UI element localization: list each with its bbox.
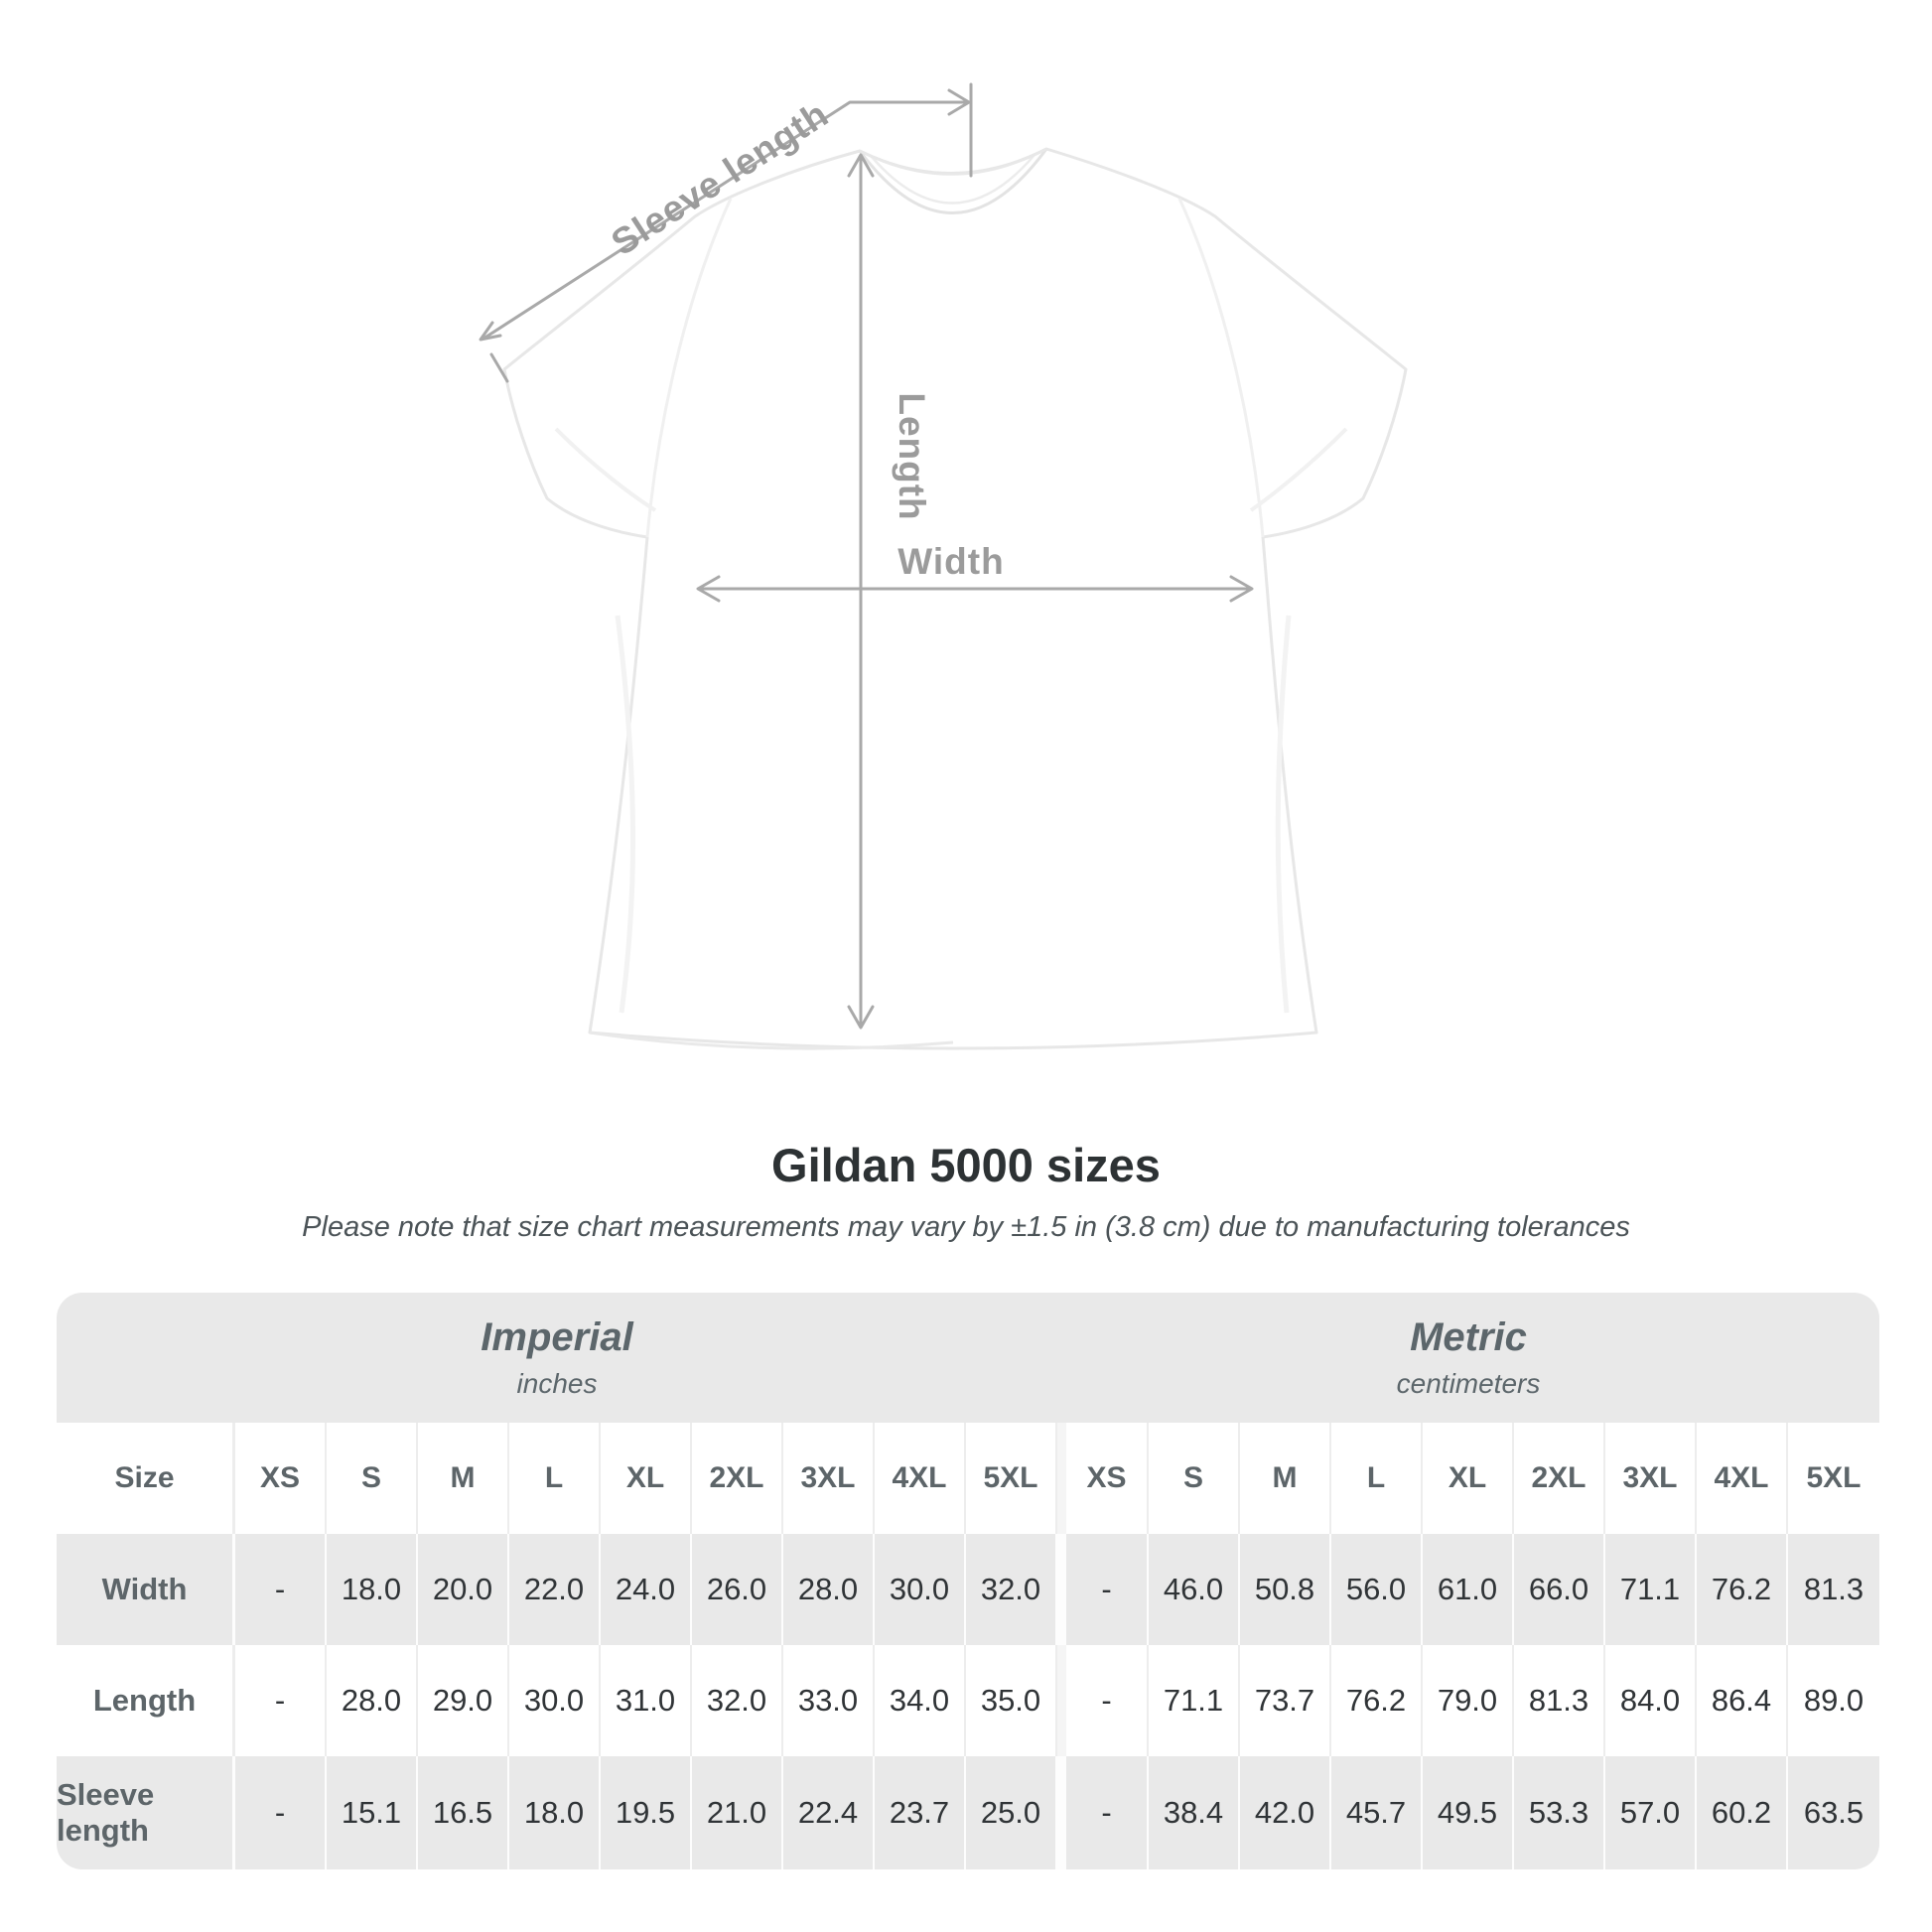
size-col-header: XS	[235, 1423, 327, 1534]
width-label: Width	[897, 541, 1004, 582]
imperial-section-header: Imperial inches	[57, 1315, 1057, 1400]
size-col-header: M	[1240, 1423, 1331, 1534]
dimension-arrows	[479, 82, 1254, 1030]
size-col-header: L	[1331, 1423, 1423, 1534]
table-cell: 38.4	[1149, 1756, 1240, 1869]
size-header-label: Size	[57, 1423, 235, 1534]
table-cell: 45.7	[1331, 1756, 1423, 1869]
table-cell: 71.1	[1605, 1534, 1697, 1645]
size-col-header: S	[327, 1423, 418, 1534]
table-cell: 53.3	[1514, 1756, 1605, 1869]
length-arrow	[847, 153, 875, 1030]
table-cell: 71.1	[1149, 1645, 1240, 1756]
table-cell: 21.0	[692, 1756, 783, 1869]
length-row: Length - 28.0 29.0 30.0 31.0 32.0 33.0 3…	[57, 1645, 1879, 1756]
table-cell: 81.3	[1514, 1645, 1605, 1756]
tshirt-shape	[502, 147, 1408, 1050]
metric-section-title: Metric	[1410, 1315, 1527, 1359]
table-cell: -	[1057, 1534, 1149, 1645]
metric-section-header: Metric centimeters	[1057, 1315, 1879, 1400]
size-col-header: L	[509, 1423, 601, 1534]
table-cell: 20.0	[418, 1534, 509, 1645]
table-cell: 57.0	[1605, 1756, 1697, 1869]
table-cell: 50.8	[1240, 1534, 1331, 1645]
size-col-header: XS	[1057, 1423, 1149, 1534]
table-cell: 84.0	[1605, 1645, 1697, 1756]
row-label-width: Width	[57, 1534, 235, 1645]
table-cell: 63.5	[1803, 1795, 1864, 1830]
tshirt-measurement-diagram: Sleeve length Length Width	[479, 82, 1408, 1050]
table-cell: 29.0	[418, 1645, 509, 1756]
table-cell: -	[1057, 1645, 1149, 1756]
table-cell: 16.5	[418, 1756, 509, 1869]
imperial-section-unit: inches	[516, 1368, 598, 1399]
table-cell: 24.0	[601, 1534, 692, 1645]
size-col-header: 3XL	[1605, 1423, 1697, 1534]
table-cell: -	[235, 1534, 327, 1645]
table-cell: 89.0	[1803, 1683, 1864, 1718]
size-col-header: 4XL	[1697, 1423, 1788, 1534]
table-cell: 32.0	[692, 1645, 783, 1756]
tshirt-svg: Sleeve length Length Width	[479, 82, 1408, 1050]
size-chart-table: Imperial inches Metric centimeters Size …	[57, 1293, 1879, 1869]
table-cell: 30.0	[875, 1534, 966, 1645]
table-cell: 31.0	[601, 1645, 692, 1756]
row-label-sleeve-length: Sleeve length	[57, 1756, 235, 1869]
row-label-length: Length	[57, 1645, 235, 1756]
table-cell: 32.0	[966, 1534, 1057, 1645]
table-cell: 66.0	[1514, 1534, 1605, 1645]
table-cell: 76.2	[1331, 1645, 1423, 1756]
table-cell: 81.3	[1803, 1572, 1864, 1606]
table-cell: 23.7	[875, 1756, 966, 1869]
size-col-header: 5XL	[1806, 1461, 1862, 1494]
size-col-header: S	[1149, 1423, 1240, 1534]
size-col-header: XL	[1423, 1423, 1514, 1534]
table-cell: 18.0	[509, 1756, 601, 1869]
width-arrow	[696, 575, 1254, 603]
sleeve-length-arrow	[479, 82, 973, 383]
table-cell: -	[235, 1645, 327, 1756]
table-cell: 26.0	[692, 1534, 783, 1645]
table-cell: 33.0	[783, 1645, 875, 1756]
table-cell: 30.0	[509, 1645, 601, 1756]
table-cell: 19.5	[601, 1756, 692, 1869]
imperial-section-title: Imperial	[481, 1315, 633, 1359]
table-cell: 49.5	[1423, 1756, 1514, 1869]
tolerance-note: Please note that size chart measurements…	[302, 1211, 1630, 1243]
size-col-header: 4XL	[875, 1423, 966, 1534]
table-cell: 61.0	[1423, 1534, 1514, 1645]
table-cell: 22.0	[509, 1534, 601, 1645]
table-cell: 42.0	[1240, 1756, 1331, 1869]
table-cell: 60.2	[1697, 1756, 1788, 1869]
table-cell: -	[1057, 1756, 1149, 1869]
table-cell: 25.0	[966, 1756, 1057, 1869]
length-label: Length	[892, 392, 932, 520]
size-col-header: 5XL	[966, 1423, 1057, 1534]
table-cell: 79.0	[1423, 1645, 1514, 1756]
table-cell: 86.4	[1697, 1645, 1788, 1756]
size-col-header: 2XL	[692, 1423, 783, 1534]
table-cell: 22.4	[783, 1756, 875, 1869]
table-cell: 35.0	[966, 1645, 1057, 1756]
sleeve-length-row: Sleeve length - 15.1 16.5 18.0 19.5 21.0…	[57, 1756, 1879, 1869]
page-title: Gildan 5000 sizes	[771, 1139, 1161, 1191]
size-col-header: XL	[601, 1423, 692, 1534]
table-cell: 28.0	[327, 1645, 418, 1756]
table-cell: 76.2	[1697, 1534, 1788, 1645]
table-cell: 56.0	[1331, 1534, 1423, 1645]
table-cell: 28.0	[783, 1534, 875, 1645]
table-cell: 46.0	[1149, 1534, 1240, 1645]
table-cell: 18.0	[327, 1534, 418, 1645]
metric-section-unit: centimeters	[1396, 1368, 1541, 1399]
table-cell: -	[235, 1756, 327, 1869]
table-cell: 34.0	[875, 1645, 966, 1756]
table-cell: 15.1	[327, 1756, 418, 1869]
size-col-header: 2XL	[1514, 1423, 1605, 1534]
table-cell: 73.7	[1240, 1645, 1331, 1756]
size-header-row: Size XS S M L XL 2XL 3XL 4XL 5XL XS S M …	[57, 1423, 1879, 1534]
unit-section-header-row: Imperial inches Metric centimeters	[57, 1293, 1879, 1423]
size-col-header: M	[418, 1423, 509, 1534]
width-row: Width - 18.0 20.0 22.0 24.0 26.0 28.0 30…	[57, 1534, 1879, 1645]
size-col-header: 3XL	[783, 1423, 875, 1534]
